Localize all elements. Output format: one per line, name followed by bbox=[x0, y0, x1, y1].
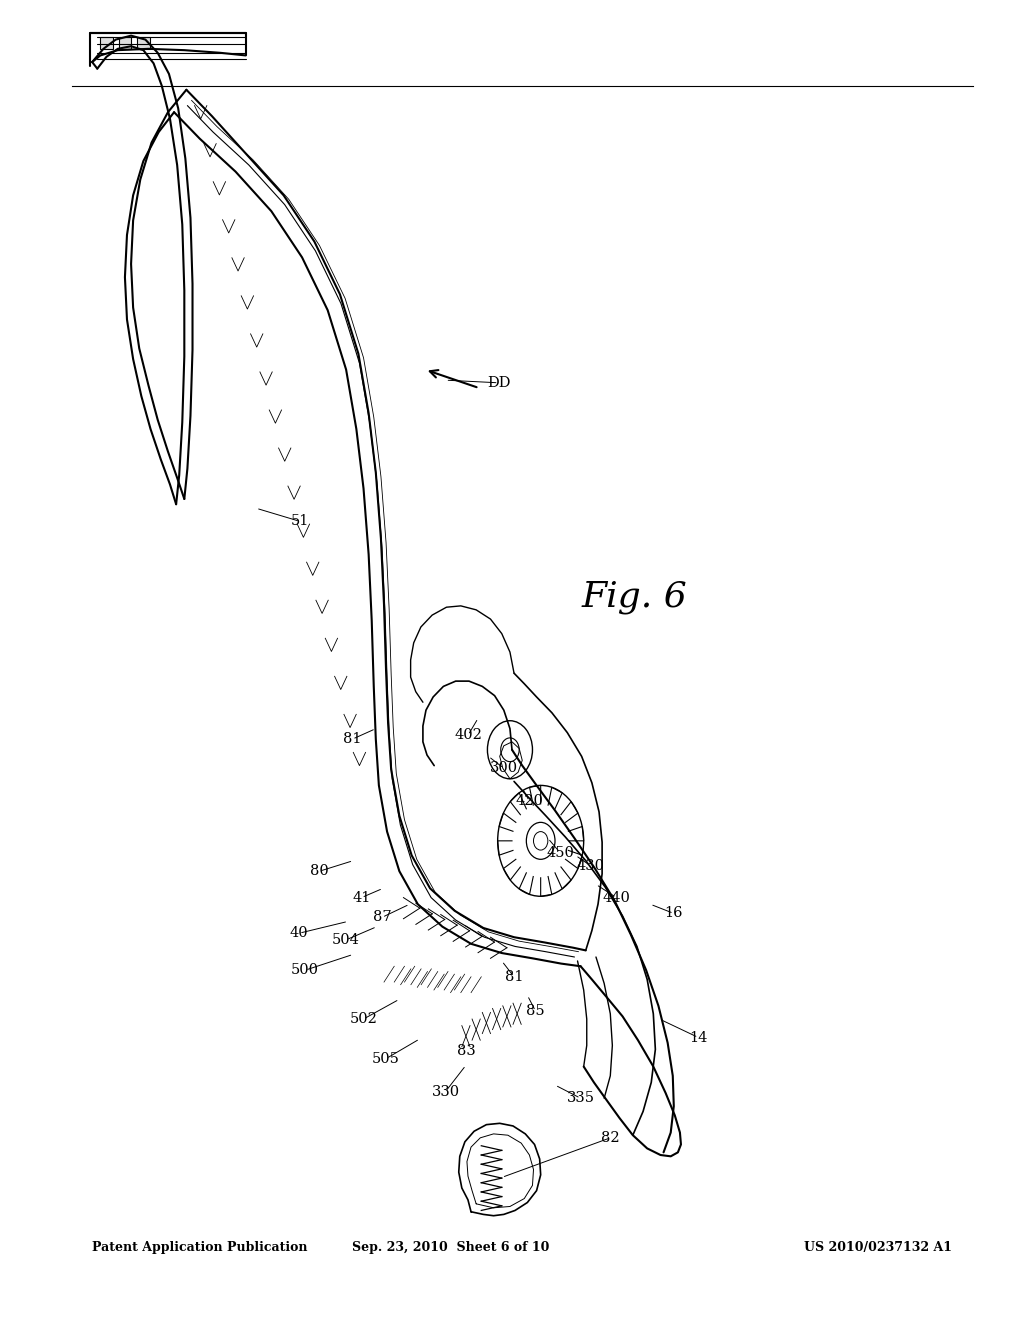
Text: 16: 16 bbox=[665, 907, 683, 920]
Text: 40: 40 bbox=[290, 927, 308, 940]
Text: 402: 402 bbox=[454, 729, 482, 742]
Text: 440: 440 bbox=[602, 891, 631, 904]
Text: 330: 330 bbox=[431, 1085, 460, 1098]
Text: US 2010/0237132 A1: US 2010/0237132 A1 bbox=[804, 1241, 952, 1254]
Text: DD: DD bbox=[487, 376, 510, 389]
Circle shape bbox=[526, 822, 555, 859]
Text: 504: 504 bbox=[332, 933, 360, 946]
Text: Sep. 23, 2010  Sheet 6 of 10: Sep. 23, 2010 Sheet 6 of 10 bbox=[352, 1241, 549, 1254]
Text: 335: 335 bbox=[566, 1092, 595, 1105]
Text: Fig. 6: Fig. 6 bbox=[582, 579, 688, 614]
Text: 14: 14 bbox=[689, 1031, 708, 1044]
Text: 502: 502 bbox=[349, 1012, 378, 1026]
Text: 81: 81 bbox=[343, 733, 361, 746]
Text: 83: 83 bbox=[457, 1044, 475, 1057]
Text: 420: 420 bbox=[515, 795, 544, 808]
Text: 500: 500 bbox=[291, 964, 319, 977]
Text: Patent Application Publication: Patent Application Publication bbox=[92, 1241, 307, 1254]
Text: 80: 80 bbox=[310, 865, 329, 878]
Text: 81: 81 bbox=[505, 970, 523, 983]
Text: 82: 82 bbox=[601, 1131, 620, 1144]
Text: 300: 300 bbox=[489, 762, 518, 775]
Text: 450: 450 bbox=[546, 846, 574, 859]
Bar bbox=[100, 37, 113, 49]
Text: 505: 505 bbox=[372, 1052, 400, 1065]
Text: 51: 51 bbox=[291, 515, 309, 528]
Text: 430: 430 bbox=[577, 859, 605, 873]
Text: 41: 41 bbox=[352, 891, 371, 904]
Text: 85: 85 bbox=[526, 1005, 545, 1018]
Bar bbox=[137, 37, 150, 49]
Bar bbox=[119, 37, 131, 49]
Text: 87: 87 bbox=[373, 911, 391, 924]
